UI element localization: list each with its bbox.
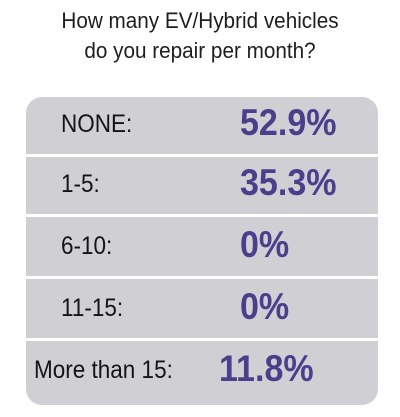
result-label: 11-15: xyxy=(61,294,124,322)
row-divider xyxy=(26,154,378,157)
row-divider xyxy=(26,214,378,217)
result-value: 35.3% xyxy=(240,162,337,203)
result-value: 0% xyxy=(240,286,290,327)
chart-title: How many EV/Hybrid vehicles do you repai… xyxy=(16,6,384,66)
result-label: NONE: xyxy=(61,110,133,138)
row-divider xyxy=(26,276,378,279)
result-row: 6-10: 0% xyxy=(26,219,378,276)
result-row: More than 15: 11.8% xyxy=(26,343,378,400)
result-row: 11-15: 0% xyxy=(26,281,378,338)
chart-title-line-2: do you repair per month? xyxy=(84,38,316,63)
row-divider xyxy=(26,338,378,341)
result-label: 6-10: xyxy=(61,232,113,260)
chart-title-line-1: How many EV/Hybrid vehicles xyxy=(61,8,339,33)
result-value: 0% xyxy=(240,224,290,265)
results-panel: NONE: 52.9% 1-5: 35.3% 6-10: 0% 11-15: 0% More t… xyxy=(26,97,378,405)
result-label: More than 15: xyxy=(34,356,173,384)
result-value: 52.9% xyxy=(240,102,337,143)
result-value: 11.8% xyxy=(219,348,314,389)
result-row: 1-5: 35.3% xyxy=(26,157,378,214)
result-label: 1-5: xyxy=(61,170,100,198)
result-row: NONE: 52.9% xyxy=(26,97,378,154)
